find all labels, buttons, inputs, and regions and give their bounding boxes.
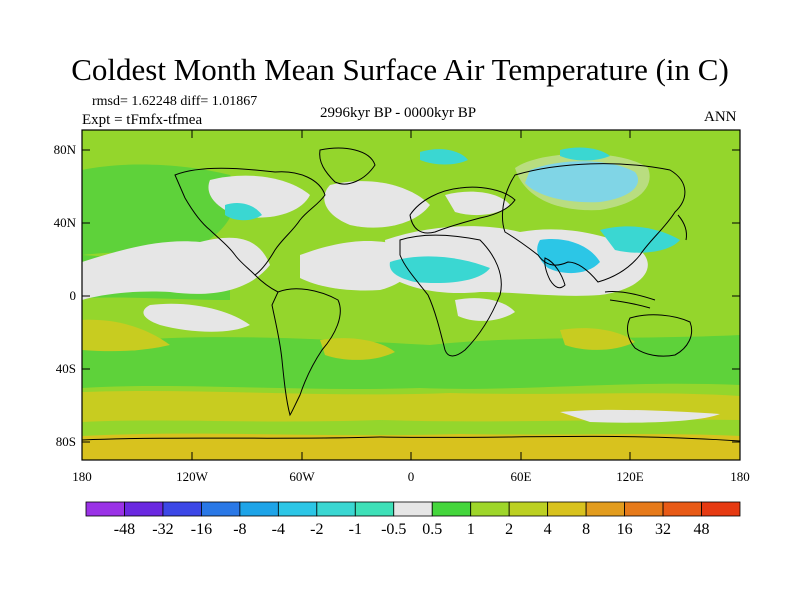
colorbar-label: -48 [114,521,135,538]
lat-label: 40S [56,361,76,376]
colorbar-box [277,501,318,517]
colorbar-box [393,501,433,517]
colorbar-box [124,501,164,517]
colorbar-label: -0.5 [381,521,406,538]
coast-antarctica [82,435,740,442]
colorbar-box [431,501,472,517]
field-neutral-europe [445,191,510,216]
lat-label: 80N [54,142,77,157]
field-cool-siberia [525,161,639,203]
lat-label: 0 [70,288,77,303]
coast-australia [627,314,693,357]
coast-central-america [254,274,279,293]
experiment-label: Expt = tFmfx-tfmea [82,112,203,128]
lon-label: 180 [72,469,92,484]
colorbar-box [85,501,125,517]
colorbar-box [162,501,202,517]
field-warm-antarctic [82,433,740,460]
field-neutral-antarctic [560,409,720,423]
field-neutral-indian [455,298,515,321]
stats-text: rmsd= 1.62248 diff= 1.01867 [92,94,258,109]
colorbar-label: -16 [191,521,212,538]
lon-label: 120E [616,469,644,484]
colorbar-label: 1 [467,521,475,538]
period-label: 2996kyr BP - 0000kyr BP [320,105,477,121]
coast-greenland [319,147,376,185]
lat-axis [82,149,740,443]
colorbar-box [201,501,241,517]
colorbar-box [470,501,510,517]
colorbar-labels: -48 -32 -16 -8 -4 -2 -1 -0.5 0.5 1 2 4 8 16 32 48 [114,521,710,538]
lat-label: 40N [54,215,77,230]
colorbar-label: -1 [349,521,362,538]
colorbar-box [239,501,279,517]
lon-axis [81,130,741,460]
field-ocean-band-south [82,335,740,389]
field-cool-china [600,226,680,253]
lon-label: 0 [408,469,415,484]
field-cool-africa [389,256,490,284]
colorbar-label: 2 [505,521,513,538]
coastlines [82,147,740,442]
lon-label: 60W [289,469,315,484]
coast-indonesia [604,291,656,309]
field-cool-canada [225,203,262,221]
coast-asia [502,163,686,283]
field-cool-arctic-east [560,147,610,161]
colorbar-label: -8 [233,521,246,538]
colorbar-box [316,501,356,517]
field-ocean-north-pacific [82,164,236,255]
temperature-field [82,130,740,460]
colorbar-box [547,501,587,517]
colorbar-label: 0.5 [422,521,442,538]
coast-japan [677,214,687,241]
coast-africa [399,234,502,357]
colorbar [85,501,741,517]
field-warm-south-pacific [82,319,170,352]
field-warm-indian-south [560,328,635,350]
colorbar-box [701,501,741,517]
colorbar-box [624,501,664,517]
colorbar-label: 4 [544,521,552,538]
coast-europe [409,186,516,234]
season-label: ANN [704,109,737,125]
plot-title: Coldest Month Mean Surface Air Temperatu… [71,52,729,87]
lon-label: 120W [176,469,209,484]
colorbar-box [585,501,625,517]
coast-north-america [174,167,326,276]
field-neutral-atlantic [300,240,414,291]
colorbar-box [354,501,395,517]
colorbar-box [508,501,549,517]
field-neutral-north-atlantic [324,181,430,228]
colorbar-label: 32 [655,521,671,538]
lon-label: 60E [511,469,532,484]
colorbar-label: 8 [582,521,590,538]
lon-label: 180 [730,469,750,484]
coast-india [544,257,566,289]
colorbar-label: 16 [617,521,633,538]
field-neutral-pacific-south [143,303,250,332]
colorbar-label: -32 [152,521,173,538]
colorbar-label: -2 [310,521,323,538]
field-warm-south-atlantic [320,338,395,360]
colorbar-label: -4 [272,521,285,538]
colorbar-label: 48 [694,521,710,538]
lat-label: 80S [56,434,76,449]
colorbar-box [662,501,702,517]
field-neutral-pacific [82,237,270,300]
field-cool-arctic [420,149,468,165]
coast-south-america [271,288,341,417]
